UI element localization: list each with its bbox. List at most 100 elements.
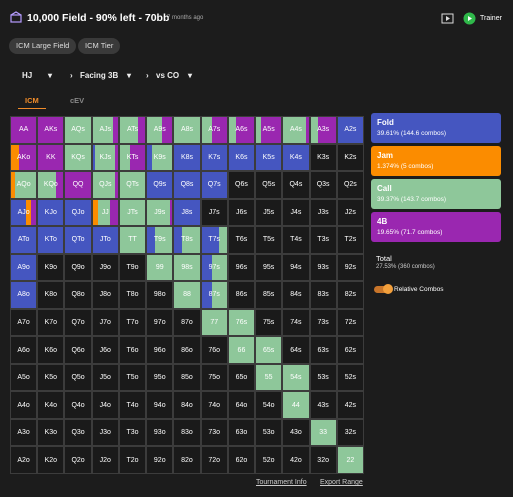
- hand-cell[interactable]: JTo: [91, 226, 119, 254]
- hand-cell[interactable]: 98o: [146, 281, 174, 309]
- hand-cell[interactable]: K3o: [37, 418, 65, 447]
- hand-cell[interactable]: 93o: [146, 418, 174, 447]
- hand-cell[interactable]: K6s: [227, 143, 256, 172]
- hand-cell[interactable]: Q3s: [309, 171, 337, 199]
- hand-cell[interactable]: 42s: [336, 391, 364, 419]
- hand-cell[interactable]: J9s: [146, 198, 174, 227]
- hand-cell[interactable]: 32s: [336, 418, 364, 447]
- hand-cell[interactable]: ATs: [118, 116, 147, 144]
- hand-cell[interactable]: J5s: [255, 198, 283, 227]
- hand-cell[interactable]: 92o: [146, 446, 174, 474]
- hand-cell[interactable]: Q8s: [173, 171, 201, 199]
- hand-cell[interactable]: 43o: [282, 418, 310, 447]
- hand-cell[interactable]: T6o: [118, 336, 147, 364]
- hand-cell[interactable]: J7s: [200, 198, 228, 227]
- hand-cell[interactable]: 63s: [309, 336, 337, 364]
- hand-cell[interactable]: Q4o: [64, 391, 92, 419]
- hand-cell[interactable]: 87o: [173, 308, 201, 337]
- hand-cell[interactable]: Q2o: [64, 446, 92, 474]
- hand-cell[interactable]: 86o: [173, 336, 201, 364]
- action-card[interactable]: Call 39.37% (143.7 combos): [371, 179, 501, 209]
- nav-position[interactable]: HJ: [22, 71, 33, 80]
- hand-cell[interactable]: 88: [173, 281, 201, 309]
- hand-cell[interactable]: 76s: [227, 308, 256, 337]
- hand-cell[interactable]: 84s: [282, 281, 310, 309]
- hand-cell[interactable]: 95o: [146, 363, 174, 392]
- hand-cell[interactable]: KQs: [64, 143, 92, 172]
- hand-cell[interactable]: A6o: [10, 336, 38, 364]
- hand-cell[interactable]: Q4s: [282, 171, 310, 199]
- tab[interactable]: cEV: [70, 96, 85, 105]
- action-card[interactable]: 4B 19.65% (71.7 combos): [371, 212, 501, 242]
- hand-cell[interactable]: AKs: [37, 116, 65, 144]
- hand-cell[interactable]: 83s: [309, 281, 337, 309]
- hand-cell[interactable]: 72s: [336, 308, 364, 337]
- hand-cell[interactable]: 74o: [200, 391, 228, 419]
- hand-cell[interactable]: AA: [10, 116, 38, 144]
- hand-cell[interactable]: A8o: [10, 281, 38, 309]
- hand-cell[interactable]: 63o: [227, 418, 256, 447]
- hand-cell[interactable]: KQo: [37, 171, 65, 199]
- hand-cell[interactable]: A3o: [10, 418, 38, 447]
- hand-cell[interactable]: Q3o: [64, 418, 92, 447]
- hand-cell[interactable]: A7o: [10, 308, 38, 337]
- hand-cell[interactable]: T9o: [118, 253, 147, 282]
- hand-cell[interactable]: 66: [227, 336, 256, 364]
- hand-cell[interactable]: AKo: [10, 143, 38, 172]
- hand-cell[interactable]: AJo: [10, 198, 38, 227]
- hand-cell[interactable]: T2s: [336, 226, 364, 254]
- hand-cell[interactable]: T7s: [200, 226, 228, 254]
- hand-cell[interactable]: AJs: [91, 116, 119, 144]
- tag[interactable]: ICM Large Field: [9, 38, 77, 54]
- hand-cell[interactable]: Q5o: [64, 363, 92, 392]
- hand-cell[interactable]: QJs: [91, 171, 119, 199]
- hand-cell[interactable]: T3s: [309, 226, 337, 254]
- hand-cell[interactable]: K8s: [173, 143, 201, 172]
- hand-cell[interactable]: QJo: [64, 198, 92, 227]
- footer-link[interactable]: Tournament Info: [256, 479, 307, 486]
- hand-cell[interactable]: 72o: [200, 446, 228, 474]
- hand-cell[interactable]: J8o: [91, 281, 119, 309]
- hand-cell[interactable]: T5o: [118, 363, 147, 392]
- hand-cell[interactable]: K7o: [37, 308, 65, 337]
- hand-cell[interactable]: 85s: [255, 281, 283, 309]
- hand-cell[interactable]: A6s: [227, 116, 256, 144]
- nav-action[interactable]: Facing 3B: [80, 71, 119, 80]
- hand-cell[interactable]: Q9o: [64, 253, 92, 282]
- hand-cell[interactable]: 76o: [200, 336, 228, 364]
- hand-cell[interactable]: K4o: [37, 391, 65, 419]
- hand-cell[interactable]: 43s: [309, 391, 337, 419]
- hand-cell[interactable]: Q5s: [255, 171, 283, 199]
- hand-cell[interactable]: J2o: [91, 446, 119, 474]
- hand-cell[interactable]: J5o: [91, 363, 119, 392]
- hand-cell[interactable]: 62s: [336, 336, 364, 364]
- hand-cell[interactable]: 92s: [336, 253, 364, 282]
- hand-cell[interactable]: 65s: [255, 336, 283, 364]
- hand-cell[interactable]: K5o: [37, 363, 65, 392]
- hand-cell[interactable]: J9o: [91, 253, 119, 282]
- toggle-knob[interactable]: [383, 284, 393, 294]
- hand-cell[interactable]: 82s: [336, 281, 364, 309]
- action-card[interactable]: Fold 39.61% (144.6 combos): [371, 113, 501, 143]
- hand-cell[interactable]: 77: [200, 308, 228, 337]
- hand-cell[interactable]: T4s: [282, 226, 310, 254]
- hand-cell[interactable]: A5s: [255, 116, 283, 144]
- hand-cell[interactable]: K5s: [255, 143, 283, 172]
- hand-cell[interactable]: 75s: [255, 308, 283, 337]
- hand-cell[interactable]: J6s: [227, 198, 256, 227]
- hand-cell[interactable]: A2o: [10, 446, 38, 474]
- hand-cell[interactable]: 32o: [309, 446, 337, 474]
- hand-cell[interactable]: 73s: [309, 308, 337, 337]
- hand-cell[interactable]: ATo: [10, 226, 38, 254]
- hand-cell[interactable]: J2s: [336, 198, 364, 227]
- hand-cell[interactable]: 97s: [200, 253, 228, 282]
- hand-cell[interactable]: K6o: [37, 336, 65, 364]
- hand-cell[interactable]: J8s: [173, 198, 201, 227]
- hand-cell[interactable]: JTs: [118, 198, 147, 227]
- hand-cell[interactable]: K9o: [37, 253, 65, 282]
- hand-cell[interactable]: 73o: [200, 418, 228, 447]
- hand-cell[interactable]: JJ: [91, 198, 119, 227]
- hand-cell[interactable]: Q6o: [64, 336, 92, 364]
- hand-cell[interactable]: A4o: [10, 391, 38, 419]
- hand-cell[interactable]: 64o: [227, 391, 256, 419]
